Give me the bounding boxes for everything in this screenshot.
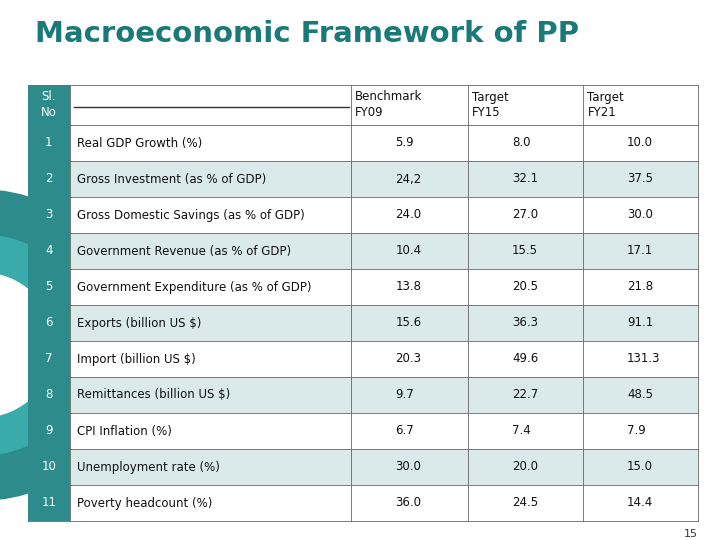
Text: 7.9: 7.9 — [627, 424, 646, 437]
Bar — [28, 197, 70, 233]
Text: 22.7: 22.7 — [512, 388, 539, 402]
Text: 1: 1 — [45, 137, 53, 150]
Bar — [28, 305, 698, 341]
Bar — [28, 377, 70, 413]
Text: 10: 10 — [41, 461, 56, 474]
Bar — [28, 413, 70, 449]
Text: 21.8: 21.8 — [627, 280, 653, 294]
Text: 36.0: 36.0 — [395, 496, 421, 510]
Bar — [28, 233, 698, 269]
Text: 27.0: 27.0 — [512, 208, 538, 221]
Text: Gross Domestic Savings (as % of GDP): Gross Domestic Savings (as % of GDP) — [76, 208, 305, 221]
Bar — [28, 341, 698, 377]
Text: 20.5: 20.5 — [512, 280, 538, 294]
Text: 9.7: 9.7 — [395, 388, 414, 402]
Bar — [28, 233, 70, 269]
Text: 11: 11 — [41, 496, 56, 510]
Text: 91.1: 91.1 — [627, 316, 653, 329]
Text: Target
FY21: Target FY21 — [588, 91, 624, 119]
Text: 4: 4 — [45, 245, 53, 258]
Text: 15.0: 15.0 — [627, 461, 653, 474]
Text: 2: 2 — [45, 172, 53, 186]
Text: 15.6: 15.6 — [395, 316, 422, 329]
Circle shape — [0, 235, 92, 455]
Text: 8: 8 — [45, 388, 53, 402]
Text: CPI Inflation (%): CPI Inflation (%) — [76, 424, 171, 437]
Text: 7: 7 — [45, 353, 53, 366]
Circle shape — [0, 273, 54, 417]
Circle shape — [0, 190, 137, 500]
Text: Real GDP Growth (%): Real GDP Growth (%) — [76, 137, 202, 150]
Text: 7.4: 7.4 — [512, 424, 531, 437]
Bar — [28, 485, 698, 521]
Bar — [28, 449, 698, 485]
Text: Exports (billion US $): Exports (billion US $) — [76, 316, 201, 329]
Text: Government Revenue (as % of GDP): Government Revenue (as % of GDP) — [76, 245, 291, 258]
Text: 6.7: 6.7 — [395, 424, 414, 437]
Text: 24,2: 24,2 — [395, 172, 422, 186]
Bar — [28, 85, 70, 125]
Text: 5.9: 5.9 — [395, 137, 414, 150]
Text: Gross Investment (as % of GDP): Gross Investment (as % of GDP) — [76, 172, 266, 186]
Text: 13.8: 13.8 — [395, 280, 421, 294]
Bar — [28, 377, 698, 413]
Text: 30.0: 30.0 — [395, 461, 421, 474]
Text: 10.4: 10.4 — [395, 245, 422, 258]
Bar — [28, 85, 698, 125]
Text: Import (billion US $): Import (billion US $) — [76, 353, 195, 366]
Text: 49.6: 49.6 — [512, 353, 539, 366]
Bar — [28, 161, 70, 197]
Text: 17.1: 17.1 — [627, 245, 653, 258]
Text: 37.5: 37.5 — [627, 172, 653, 186]
Bar — [28, 197, 698, 233]
Text: 9: 9 — [45, 424, 53, 437]
Text: Target
FY15: Target FY15 — [472, 91, 509, 119]
Bar — [28, 305, 70, 341]
Text: Government Expenditure (as % of GDP): Government Expenditure (as % of GDP) — [76, 280, 311, 294]
Text: Sl.
No: Sl. No — [41, 91, 57, 119]
Bar — [28, 449, 70, 485]
Bar — [28, 161, 698, 197]
Text: 15: 15 — [684, 529, 698, 539]
Text: 20.3: 20.3 — [395, 353, 421, 366]
Bar — [28, 269, 70, 305]
Text: 36.3: 36.3 — [512, 316, 538, 329]
Text: 24.5: 24.5 — [512, 496, 538, 510]
Text: 30.0: 30.0 — [627, 208, 653, 221]
Text: 131.3: 131.3 — [627, 353, 660, 366]
Text: 8.0: 8.0 — [512, 137, 531, 150]
Text: 24.0: 24.0 — [395, 208, 422, 221]
Text: Unemployment rate (%): Unemployment rate (%) — [76, 461, 220, 474]
Bar — [28, 413, 698, 449]
Bar — [28, 485, 70, 521]
Text: Macroeconomic Framework of PP: Macroeconomic Framework of PP — [35, 20, 579, 48]
Text: 48.5: 48.5 — [627, 388, 653, 402]
Text: Remittances (billion US $): Remittances (billion US $) — [76, 388, 230, 402]
Text: 10.0: 10.0 — [627, 137, 653, 150]
Text: 6: 6 — [45, 316, 53, 329]
Text: 32.1: 32.1 — [512, 172, 538, 186]
Text: Benchmark
FY09: Benchmark FY09 — [355, 91, 423, 119]
Text: 5: 5 — [45, 280, 53, 294]
Text: 14.4: 14.4 — [627, 496, 653, 510]
Bar — [28, 125, 698, 161]
Bar — [28, 341, 70, 377]
Text: 15.5: 15.5 — [512, 245, 538, 258]
Text: 3: 3 — [45, 208, 53, 221]
Text: Poverty headcount (%): Poverty headcount (%) — [76, 496, 212, 510]
Bar — [28, 269, 698, 305]
Text: 20.0: 20.0 — [512, 461, 538, 474]
Bar — [28, 125, 70, 161]
